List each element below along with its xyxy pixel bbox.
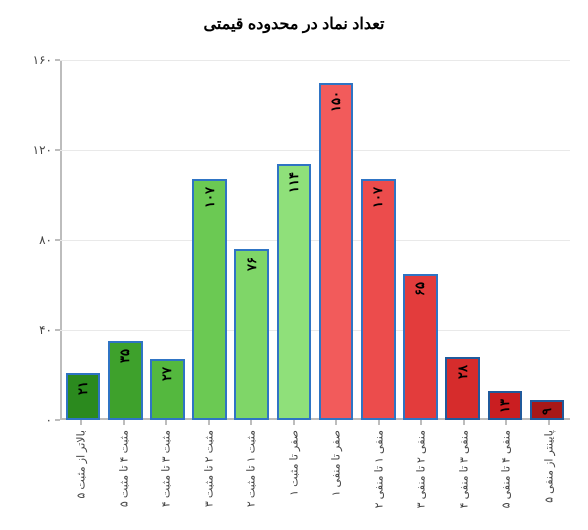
chart-title: تعداد نماد در محدوده قیمتی (0, 0, 588, 34)
bar-value-label: ۶۵ (412, 282, 428, 296)
x-tick (80, 420, 82, 425)
bar-value-label: ۱۰۷ (202, 187, 218, 208)
x-label-slot: منفی ۳ تا منفی ۴ (443, 422, 486, 522)
x-category-label: منفی ۳ تا منفی ۴ (457, 430, 470, 508)
bar-value-label: ۲۷ (159, 367, 175, 381)
x-tick (420, 420, 422, 425)
bar-slot: ۱۰۷ (357, 60, 399, 420)
bar: ۷۶ (234, 249, 269, 420)
bar-value-label: ۲۸ (455, 365, 471, 379)
chart-container: تعداد نماد در محدوده قیمتی ۰ ۴۰ ۸۰ ۱۲۰ ۱۶۰ ۹… (0, 0, 588, 530)
bar: ۱۳ (488, 391, 523, 420)
bar-slot: ۳۵ (104, 60, 146, 420)
x-category-label: مثبت ۳ تا مثبت ۴ (160, 430, 173, 507)
x-category-label: مثبت ۱ تا مثبت ۲ (245, 430, 258, 507)
x-label-slot: منفی ۴ تا منفی ۵ (485, 422, 528, 522)
bars-group: ۹ ۱۳ ۲۸ ۶۵ ۱۰۷ ۱۵۰ ۱۱۴ ۷۶ ۱۰۷ ۲۷ ۳۵ ۲۱ (60, 60, 570, 420)
x-label-slot: مثبت ۱ تا مثبت ۲ (230, 422, 273, 522)
y-tick-label: ۱۶۰ (33, 53, 52, 67)
bar: ۲۷ (150, 359, 185, 420)
x-label-slot: صفر تا منفی ۱ (315, 422, 358, 522)
x-category-label: منفی ۲ تا منفی ۳ (415, 430, 428, 508)
bar: ۲۸ (445, 357, 480, 420)
bar-slot: ۷۶ (231, 60, 273, 420)
y-tick-label: ۸۰ (39, 233, 52, 247)
x-category-label: بالاتر از مثبت ۵ (75, 430, 88, 499)
bar: ۳۵ (108, 341, 143, 420)
x-category-label: مثبت ۴ تا مثبت ۵ (117, 430, 130, 507)
bar: ۹ (530, 400, 565, 420)
bar-value-label: ۱۵۰ (328, 91, 344, 112)
bar-slot: ۱۱۴ (273, 60, 315, 420)
bar-value-label: ۱۰۷ (370, 187, 386, 208)
x-label-slot: مثبت ۴ تا مثبت ۵ (103, 422, 146, 522)
x-tick (208, 420, 210, 425)
x-tick (250, 420, 252, 425)
bar: ۶۵ (403, 274, 438, 420)
bar: ۱۵۰ (319, 83, 354, 421)
x-category-label: پایینتر از منفی ۵ (542, 430, 555, 503)
bar-value-label: ۹ (539, 408, 555, 415)
x-category-label: منفی ۱ تا منفی ۲ (372, 430, 385, 508)
x-category-label: صفر تا منفی ۱ (330, 430, 343, 496)
bar-slot: ۶۵ (399, 60, 441, 420)
x-tick (165, 420, 167, 425)
y-tick-label: ۰ (46, 413, 52, 427)
x-tick (123, 420, 125, 425)
bar: ۱۱۴ (277, 164, 312, 421)
x-tick (548, 420, 550, 425)
x-tick (293, 420, 295, 425)
plot-area: ۰۴۰۸۰۱۲۰۱۶۰ ۹۱۳۲۸۶۵۱۰۷۱۵۰۱۱۴۷۶۱۰۷۲۷۳۵۲۱ (60, 60, 570, 420)
x-label-slot: منفی ۱ تا منفی ۲ (358, 422, 401, 522)
bar: ۲۱ (66, 373, 101, 420)
y-tick-label: ۴۰ (39, 323, 52, 337)
bar-value-label: ۱۳ (497, 399, 513, 413)
y-tick-label: ۱۲۰ (33, 143, 52, 157)
x-category-label: منفی ۴ تا منفی ۵ (500, 430, 513, 508)
bar-value-label: ۲۱ (75, 381, 91, 395)
x-tick (463, 420, 465, 425)
bar-value-label: ۱۱۴ (286, 172, 302, 193)
x-category-label: صفر تا مثبت ۱ (287, 430, 300, 496)
bar-value-label: ۷۶ (244, 257, 260, 271)
x-label-slot: بالاتر از مثبت ۵ (60, 422, 103, 522)
bar-slot: ۲۷ (146, 60, 188, 420)
x-label-slot: مثبت ۳ تا مثبت ۴ (145, 422, 188, 522)
bar-value-label: ۳۵ (117, 349, 133, 363)
x-tick (378, 420, 380, 425)
bar: ۱۰۷ (361, 179, 396, 420)
x-label-slot: پایینتر از منفی ۵ (528, 422, 571, 522)
x-label-slot: مثبت ۲ تا مثبت ۳ (188, 422, 231, 522)
bar-slot: ۲۱ (62, 60, 104, 420)
x-labels-group: پایینتر از منفی ۵ منفی ۴ تا منفی ۵ منفی ۳ … (60, 422, 570, 522)
bar-slot: ۱۰۷ (189, 60, 231, 420)
x-tick (335, 420, 337, 425)
x-label-slot: صفر تا مثبت ۱ (273, 422, 316, 522)
bar-slot: ۱۵۰ (315, 60, 357, 420)
bar-slot: ۱۳ (484, 60, 526, 420)
bar-slot: ۲۸ (442, 60, 484, 420)
x-label-slot: منفی ۲ تا منفی ۳ (400, 422, 443, 522)
x-tick (505, 420, 507, 425)
bar: ۱۰۷ (192, 179, 227, 420)
x-category-label: مثبت ۲ تا مثبت ۳ (202, 430, 215, 507)
bar-slot: ۹ (526, 60, 568, 420)
